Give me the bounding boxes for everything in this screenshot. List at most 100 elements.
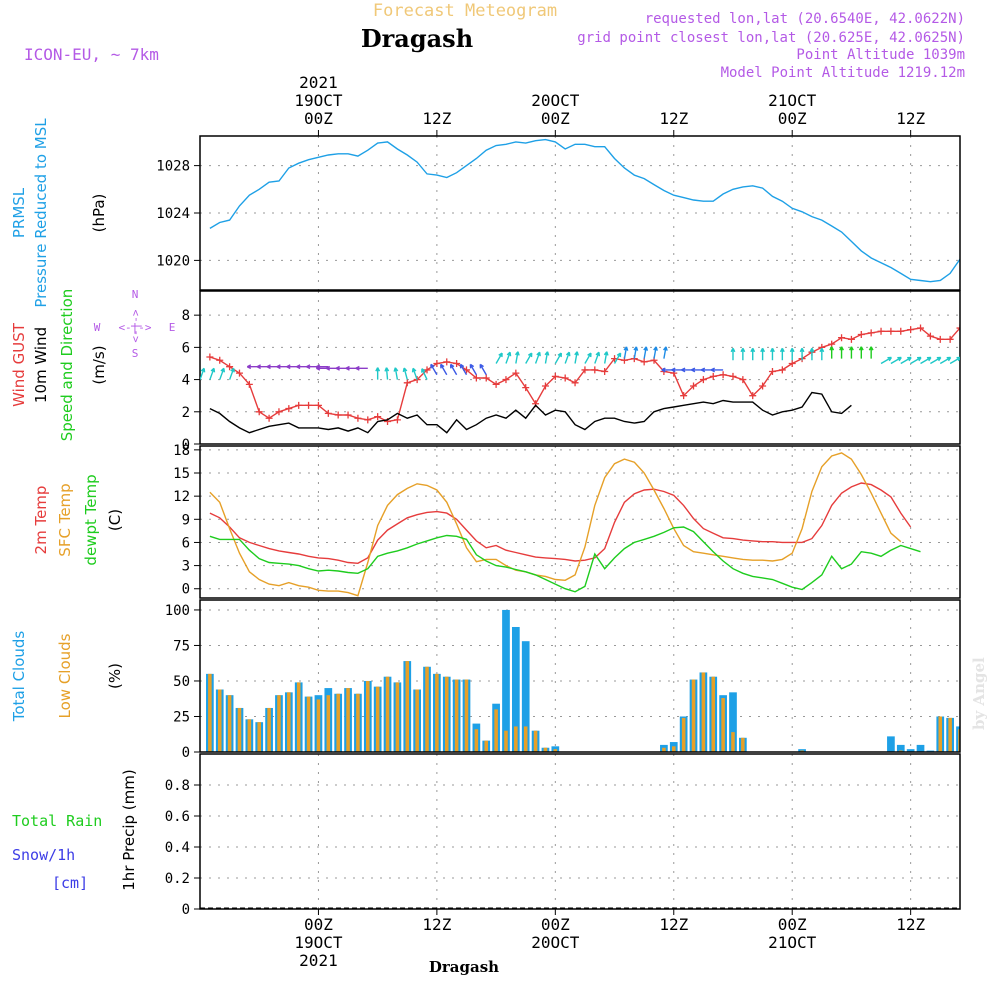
time-label-bottom: 19OCT (294, 933, 343, 952)
series-wind-gust (209, 327, 960, 423)
gust-marker (719, 371, 727, 379)
bar-low (395, 682, 400, 752)
wind-arrow (375, 367, 381, 380)
bar-low (385, 676, 390, 752)
panel-frame (199, 290, 961, 445)
panel-5: 0 0.2 0.4 0.6 0.8 (165, 753, 961, 918)
time-label-bottom: 00Z (541, 915, 570, 934)
point-altitude: Point Altitude 1039m (796, 47, 965, 63)
gust-marker (857, 330, 865, 338)
gust-marker (581, 366, 589, 374)
gust-marker (847, 335, 855, 343)
gust-marker (640, 358, 648, 366)
panels: 102010241028024680369121518025507510000.… (0, 135, 961, 918)
bar-total (521, 641, 530, 752)
gust-marker (591, 366, 599, 374)
wind-arrow (848, 346, 854, 359)
ytick-label: 0.2 (165, 871, 190, 887)
ytick-label: 0.8 (165, 778, 190, 794)
bar-low (553, 749, 558, 752)
gust-marker (255, 408, 263, 416)
gust-marker (601, 368, 609, 376)
gust-marker (749, 392, 757, 400)
ytick-label: 0.4 (165, 840, 190, 856)
wind-arrow (544, 351, 550, 364)
bar-low (731, 732, 735, 752)
bar-low (0, 722, 4, 752)
gust-marker (502, 376, 510, 384)
bar-low (464, 679, 469, 752)
gust-marker (423, 366, 431, 374)
requested-coords: requested lon,lat (20.6540E, 42.0622N) (645, 11, 965, 27)
ytick-label: 100 (165, 603, 190, 619)
panel-plot (0, 609, 960, 752)
gust-marker (778, 366, 786, 374)
bar-low (316, 699, 321, 752)
wind-arrow (760, 347, 766, 361)
wind-arrow (402, 367, 408, 380)
bar-low (326, 695, 331, 752)
gust-marker (739, 376, 747, 384)
wind-arrow (440, 363, 448, 376)
wind-arrow (355, 365, 368, 371)
side-label-p1: (hPa) (90, 194, 108, 233)
gust-marker (828, 340, 836, 348)
ytick-label: 0 (182, 902, 190, 918)
side-label-p4: Low Clouds (56, 633, 74, 718)
time-label-bottom: 00Z (304, 915, 333, 934)
gust-marker (699, 376, 707, 384)
wind-arrow (789, 347, 795, 361)
ytick-label: 0 (182, 582, 190, 598)
bar-low (514, 726, 518, 752)
panel-4: 0 25 50 75 100 (0, 599, 961, 761)
wind-arrow (534, 351, 541, 364)
gust-marker (285, 405, 293, 413)
panel-frame (199, 445, 961, 599)
gust-marker (413, 376, 421, 384)
bar-total (502, 609, 510, 752)
gust-marker (393, 416, 401, 424)
chart-title: Dragash (361, 24, 473, 53)
ytick-label: 2 (182, 405, 190, 421)
wind-arrow (663, 346, 668, 359)
time-label-top: 12Z (896, 109, 925, 128)
bar-total (956, 726, 960, 752)
watermark: by Angel (970, 657, 988, 730)
bar-low (227, 695, 232, 752)
gust-marker (295, 401, 303, 409)
wind-arrow (574, 351, 579, 364)
panel-1: 1020 1024 1028 (156, 135, 961, 291)
wind-arrow (554, 352, 563, 364)
gust-marker (245, 380, 253, 388)
bar-low (444, 676, 449, 752)
panel-2: 0 2 4 6 8 (182, 290, 961, 453)
ytick-label: 25 (173, 709, 190, 725)
time-label-top: 00Z (778, 109, 807, 128)
gust-marker (768, 368, 776, 376)
bar-low (711, 676, 716, 752)
wind-arrow (643, 346, 649, 359)
bar-low (366, 680, 370, 752)
gust-marker (551, 372, 559, 380)
gust-marker (305, 401, 313, 409)
gust-marker (788, 359, 796, 367)
bar-low (356, 693, 360, 752)
side-label-p1: PRMSL (10, 187, 28, 238)
panel-3: 0 3 6 9 12 15 18 (173, 443, 961, 599)
ytick-label: 0 (182, 745, 190, 761)
wind-arrow (525, 352, 533, 364)
ytick-label: 15 (173, 466, 190, 482)
wind-arrow (730, 347, 736, 361)
bar-low (257, 722, 261, 752)
bar-low (958, 729, 960, 752)
gust-marker (690, 382, 698, 390)
side-label-p4: Total Clouds (10, 631, 28, 723)
wind-arrow (710, 367, 724, 373)
ytick-label: 4 (182, 373, 190, 389)
gust-marker (482, 374, 490, 382)
gust-marker (443, 358, 451, 366)
precip-axis-label: 1hr Precip (mm) (120, 769, 138, 890)
gust-marker (364, 416, 372, 424)
gust-marker (680, 392, 688, 400)
